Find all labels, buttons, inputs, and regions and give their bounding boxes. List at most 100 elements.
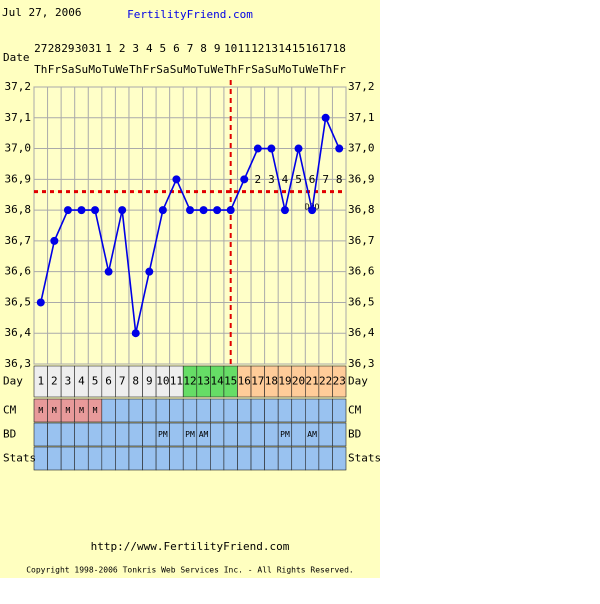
bd-cell	[169, 422, 184, 447]
stats-cell	[318, 446, 333, 471]
bd-cell	[101, 422, 116, 447]
stats-cell	[237, 446, 252, 471]
weekday-label: Tu	[292, 63, 305, 76]
weekday-label: We	[211, 63, 224, 76]
stats-cell	[291, 446, 306, 471]
day-label: 20	[292, 375, 305, 388]
y-tick-label: 36,8	[348, 203, 375, 216]
weekday-label: Th	[34, 63, 47, 76]
temp-point	[186, 206, 194, 215]
y-tick-label: 37,0	[5, 142, 32, 155]
dpo-label: 3	[268, 173, 275, 186]
y-tick-label: 36,6	[5, 265, 32, 278]
bd-cell	[264, 422, 279, 447]
row-label: Date	[3, 51, 30, 64]
weekday-label: Sa	[251, 63, 264, 76]
dpo-label: 5	[295, 173, 302, 186]
date-label: 10	[224, 42, 237, 55]
stats-cell	[210, 446, 225, 471]
day-cell	[332, 365, 347, 398]
weekday-label: Su	[170, 63, 183, 76]
cm-cell	[101, 398, 116, 423]
weekday-label: Mo	[278, 63, 291, 76]
y-tick-label: 37,1	[348, 111, 375, 124]
date-label: 7	[187, 42, 194, 55]
day-label: 4	[78, 375, 85, 388]
day-label: 13	[197, 375, 210, 388]
cm-cell	[142, 398, 157, 423]
day-label: 22	[319, 375, 332, 388]
date-label: 6	[173, 42, 180, 55]
date-label: 5	[160, 42, 167, 55]
dpo-label: 4	[282, 173, 289, 186]
temp-point	[104, 267, 113, 276]
day-label: 12	[183, 375, 196, 388]
weekday-label: Su	[75, 63, 88, 76]
stats-cell	[264, 446, 279, 471]
date-label: 18	[333, 42, 346, 55]
weekday-label: Mo	[88, 63, 101, 76]
date-label: 4	[146, 42, 153, 55]
date-label: 12	[251, 42, 264, 55]
cm-cell	[196, 398, 211, 423]
y-tick-label: 37,2	[5, 80, 32, 93]
row-label: CM	[348, 404, 362, 417]
footer-url: http://www.FertilityFriend.com	[91, 540, 290, 553]
bd-cell	[210, 422, 225, 447]
stats-cell	[332, 446, 347, 471]
temp-point	[240, 175, 249, 184]
weekday-label: Tu	[102, 63, 115, 76]
date-label: 13	[265, 42, 278, 55]
bd-cell	[142, 422, 157, 447]
bd-cell	[223, 422, 238, 447]
chart-date: Jul 27, 2006	[2, 6, 81, 19]
cm-cell	[318, 398, 333, 423]
row-label: Day	[348, 375, 368, 388]
temp-point	[267, 144, 276, 153]
temp-point	[172, 175, 181, 184]
date-label: 8	[200, 42, 207, 55]
y-tick-label: 36,4	[5, 326, 32, 339]
date-label: 2	[119, 42, 126, 55]
bd-label: PM	[158, 430, 168, 439]
temp-point	[280, 206, 289, 215]
y-tick-label: 36,9	[5, 172, 32, 185]
cm-cell	[277, 398, 293, 423]
temp-point	[335, 144, 344, 153]
cm-label: M	[65, 406, 70, 415]
day-label: 19	[278, 375, 291, 388]
row-label: BD	[3, 428, 16, 441]
date-label: 14	[278, 42, 292, 55]
day-label: 8	[132, 375, 139, 388]
dpo-label: 7	[322, 173, 329, 186]
stats-cell	[223, 446, 238, 471]
date-label: 27	[34, 42, 47, 55]
temp-point	[131, 329, 140, 338]
cm-label: M	[38, 406, 43, 415]
y-tick-label: 37,2	[348, 80, 375, 93]
weekday-label: Th	[319, 63, 332, 76]
temp-point	[118, 206, 127, 215]
stats-cell	[87, 446, 103, 471]
stats-cell	[305, 446, 320, 471]
cm-cell	[305, 398, 320, 423]
date-label: 3	[132, 42, 139, 55]
cm-label: M	[52, 406, 57, 415]
date-label: 31	[88, 42, 101, 55]
stats-cell	[128, 446, 143, 471]
weekday-label: We	[305, 63, 318, 76]
site-title: FertilityFriend.com	[127, 8, 253, 21]
bd-cell	[332, 422, 347, 447]
day-label: 23	[333, 375, 346, 388]
cm-label: M	[93, 406, 98, 415]
day-label: 14	[211, 375, 225, 388]
weekday-label: Tu	[197, 63, 210, 76]
weekday-label: We	[116, 63, 129, 76]
weekday-label: Th	[224, 63, 237, 76]
bd-cell	[33, 422, 48, 447]
temp-point	[158, 206, 167, 215]
cm-cell	[223, 398, 238, 423]
day-label: 10	[156, 375, 169, 388]
bd-cell	[128, 422, 143, 447]
